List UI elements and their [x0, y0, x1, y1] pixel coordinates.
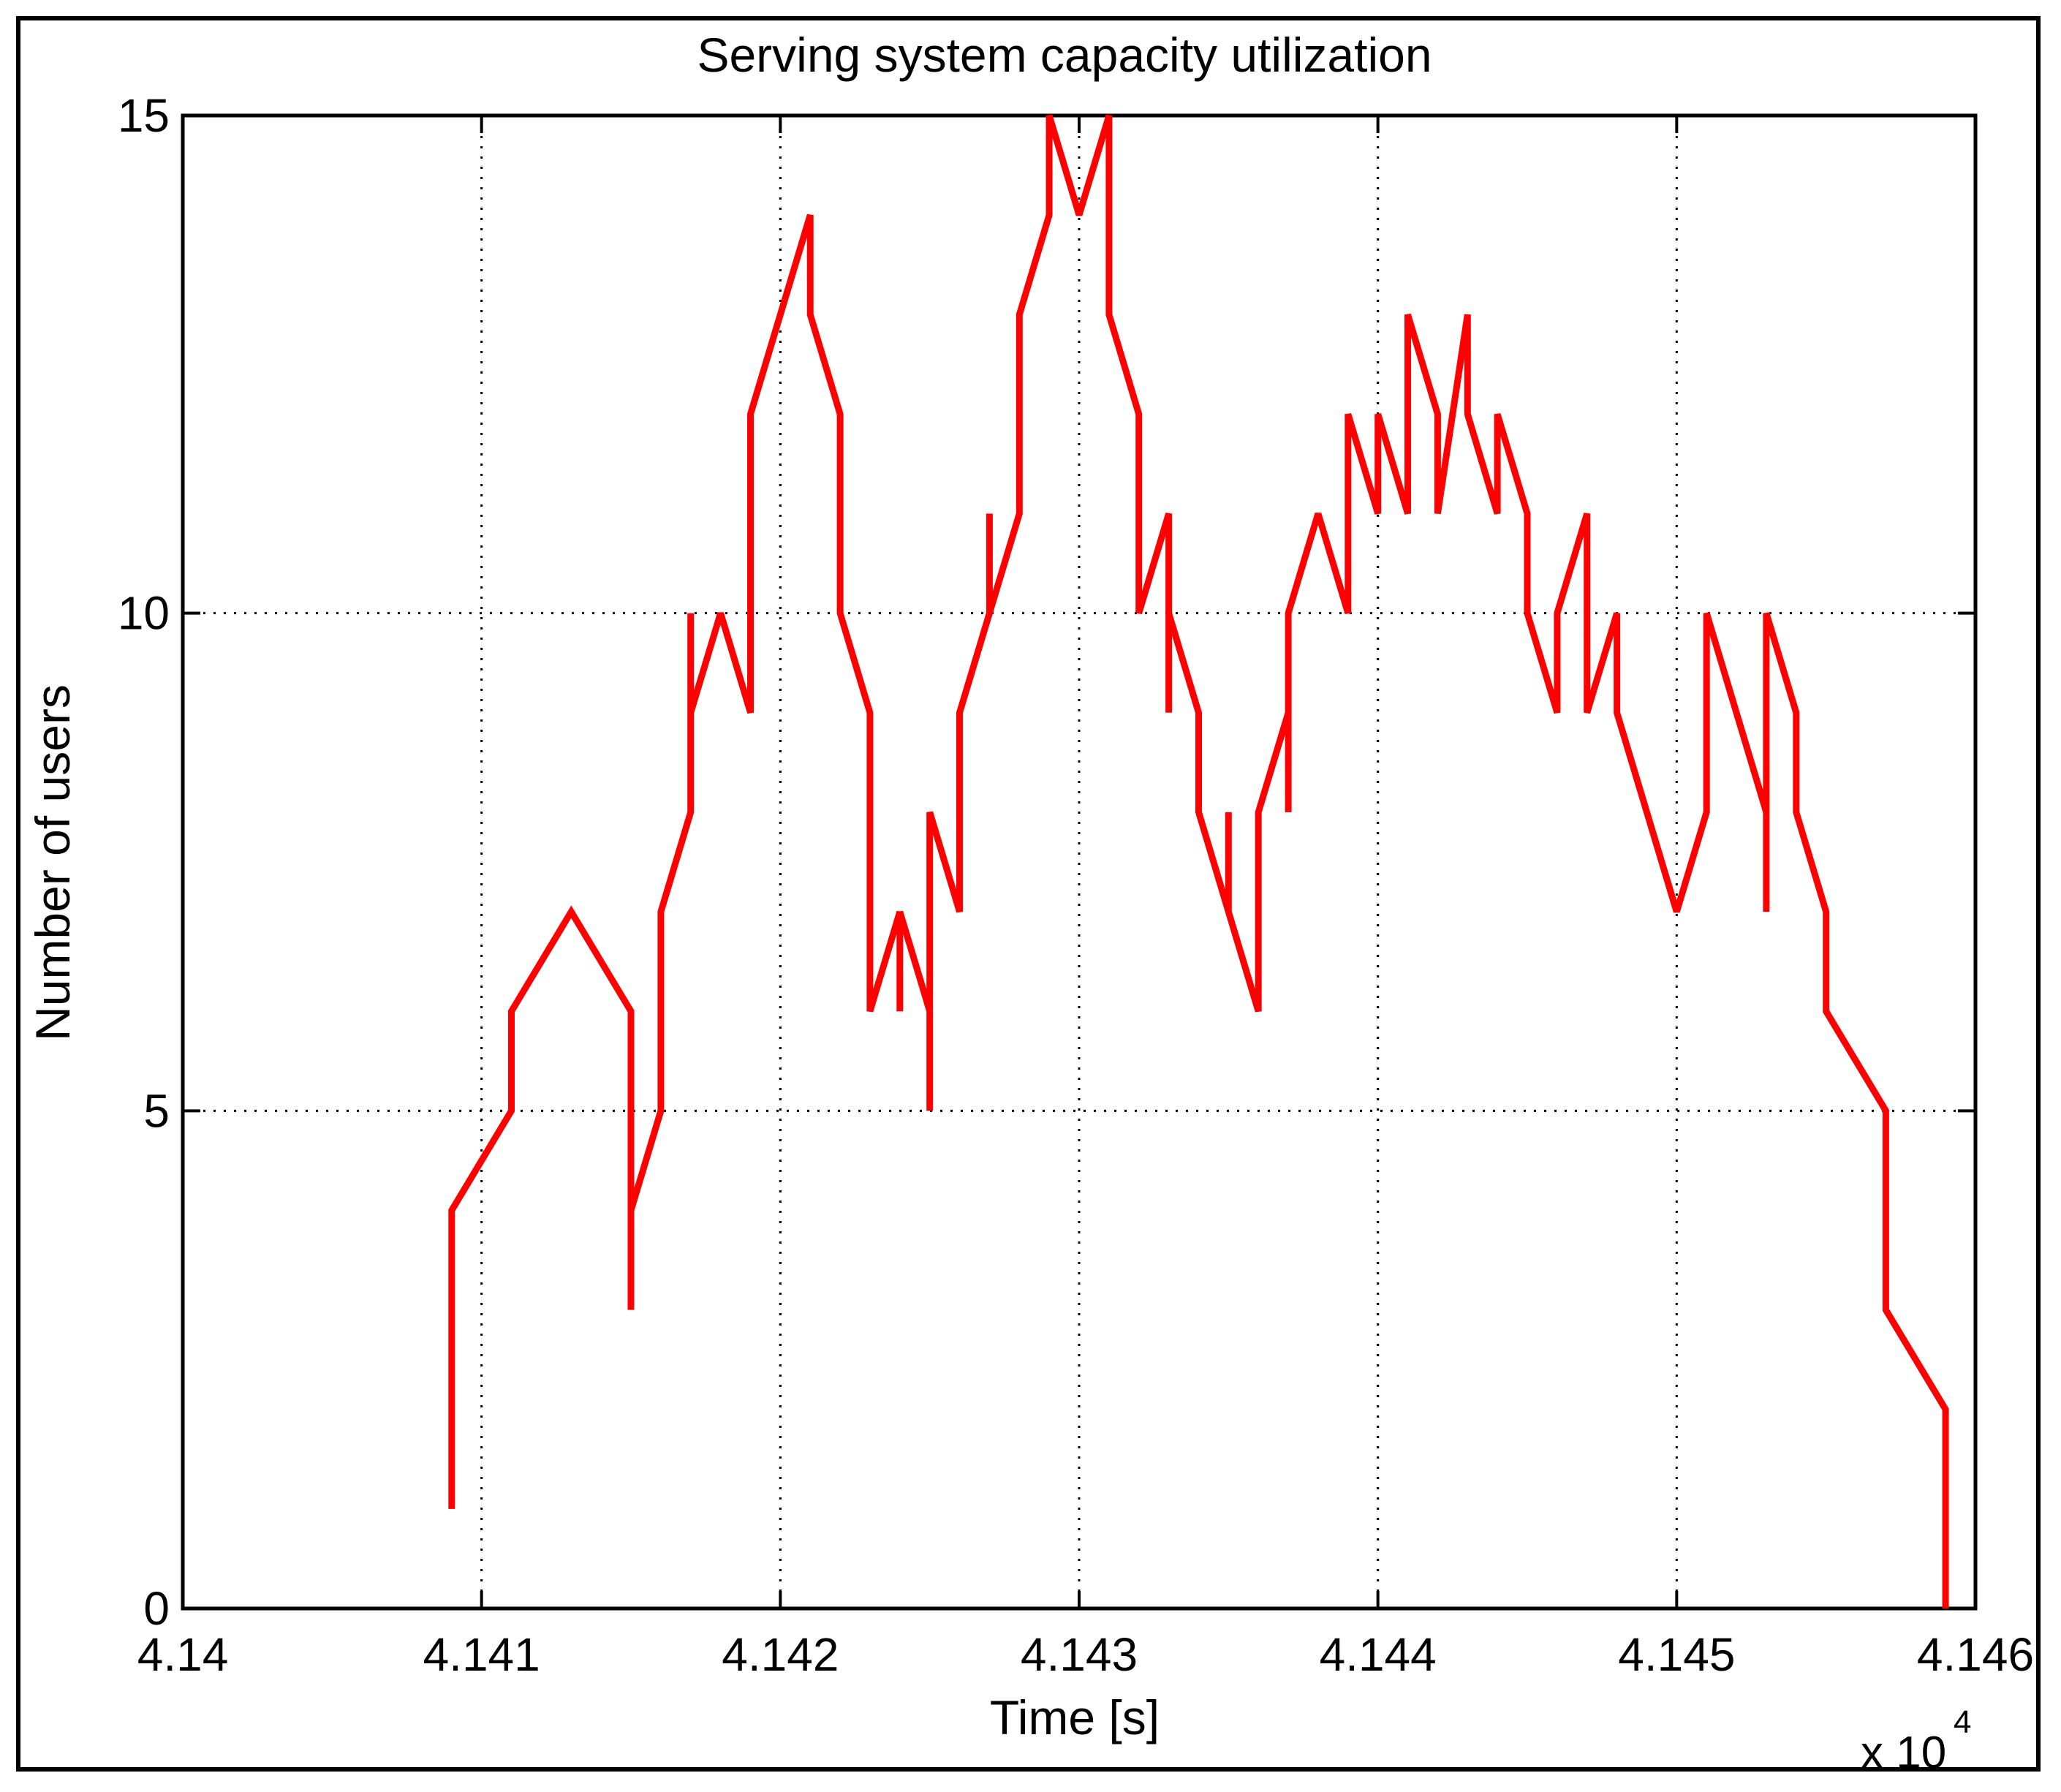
y-tick-label: 15 [118, 89, 170, 142]
y-axis-label: Number of users [26, 684, 80, 1041]
x-axis-label: Time [s] [990, 1690, 1160, 1744]
chart-title: Serving system capacity utilization [697, 28, 1432, 82]
x-axis-multiplier: x 10 [1861, 1728, 1946, 1778]
y-tick-label: 5 [143, 1084, 170, 1137]
y-tick-label: 0 [143, 1582, 170, 1635]
x-tick-label: 4.144 [1320, 1628, 1437, 1681]
x-tick-label: 4.142 [722, 1628, 839, 1681]
x-tick-label: 4.143 [1021, 1628, 1138, 1681]
axis-ticks [181, 114, 1977, 1610]
series-line [448, 114, 1949, 1608]
x-tick-label: 4.146 [1917, 1628, 2034, 1681]
x-axis-multiplier-exponent: 4 [1954, 1704, 1971, 1740]
data-series [448, 114, 1949, 1608]
x-tick-label: 4.14 [137, 1628, 229, 1681]
x-tick-label: 4.145 [1618, 1628, 1735, 1681]
figure-border [16, 16, 2041, 1772]
tick-labels: 4.14 4.141 4.142 4.143 4.144 4.145 4.146 0 5 10 15 [118, 89, 2034, 1681]
y-tick-label: 10 [118, 587, 170, 640]
x-tick-label: 4.141 [423, 1628, 540, 1681]
grid-lines [183, 116, 1975, 1608]
